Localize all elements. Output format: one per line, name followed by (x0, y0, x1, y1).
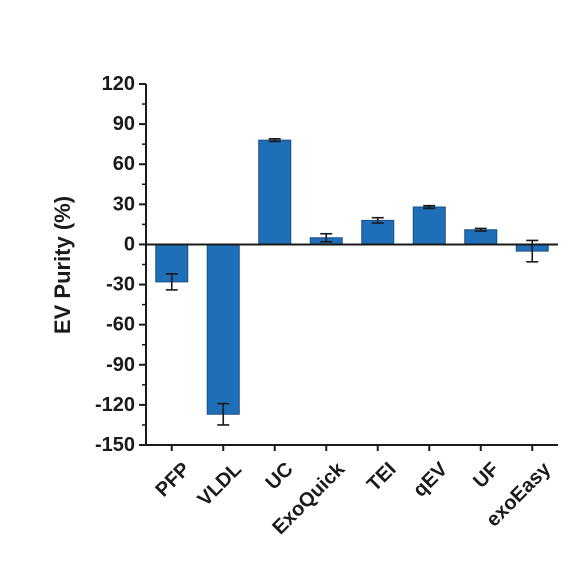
error-bar-uf (474, 227, 487, 232)
y-tick-label: 30 (113, 193, 135, 215)
error-bar-exoquick (320, 232, 333, 243)
y-tick-label: -120 (95, 394, 135, 416)
x-tick-label-pfp: PFP (152, 458, 195, 501)
y-tick-label: -150 (95, 434, 135, 456)
y-tick-label: 90 (113, 113, 135, 135)
error-bar-qev (423, 204, 436, 210)
y-tick-label: -60 (106, 314, 135, 336)
x-tick-label-uf: UF (469, 458, 503, 492)
axes-layer (139, 83, 558, 451)
x-tick-label-qev: qEV (409, 458, 453, 502)
y-tick-label: 0 (124, 233, 135, 255)
x-tick-label-tei: TEI (363, 458, 401, 496)
bar-vldl (206, 243, 240, 415)
error-bar-vldl (217, 402, 230, 426)
y-tick-label: -30 (106, 274, 135, 296)
y-axis-label: EV Purity (%) (50, 196, 75, 334)
x-tick-label-vldl: VLDL (194, 458, 246, 510)
error-bar-uc (268, 138, 281, 143)
bar-tei (361, 219, 395, 245)
y-tick-label: 60 (113, 153, 135, 175)
bars-layer (155, 139, 549, 415)
error-bar-pfp (165, 273, 178, 291)
bar-uc (258, 139, 292, 245)
y-tick-label: -90 (106, 354, 135, 376)
error-bar-tei (371, 216, 384, 224)
bar-uf (464, 229, 498, 245)
bar-qev (412, 206, 446, 245)
y-tick-label: 120 (102, 73, 135, 95)
x-tick-label-uc: UC (262, 458, 298, 494)
